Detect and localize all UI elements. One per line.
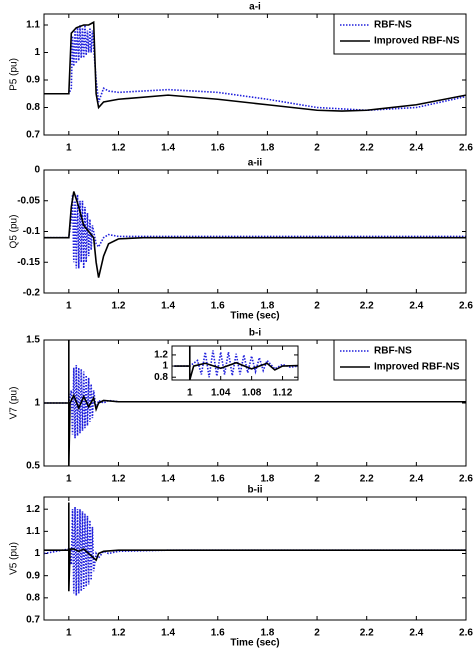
x-tick-label: 1.2 (112, 143, 126, 154)
x-tick-label: 1.4 (161, 474, 175, 485)
y-axis-label: V5 (pu) (9, 542, 20, 575)
x-tick-label: 1.08 (242, 388, 262, 399)
legend-label: RBF-NS (374, 20, 412, 31)
x-tick-label: 2 (314, 143, 320, 154)
panel-title: a-ii (248, 158, 263, 169)
series-line (44, 24, 466, 112)
plot-area (44, 170, 466, 293)
x-tick-label: 2.4 (409, 143, 423, 154)
series-line (174, 350, 298, 378)
series-line (174, 346, 298, 380)
x-tick-label: 1.6 (211, 301, 225, 312)
series-line (44, 502, 466, 592)
y-tick-label: -0.1 (23, 226, 41, 237)
x-axis-label: Time (sec) (230, 638, 279, 649)
y-tick-label: 1 (34, 398, 40, 409)
x-tick-label: 1.4 (161, 301, 175, 312)
x-tick-label: 1.2 (112, 301, 126, 312)
y-tick-label: -0.05 (17, 195, 40, 206)
y-tick-label: -0.2 (23, 288, 41, 299)
x-tick-label: 1.6 (211, 474, 225, 485)
x-tick-label: 2.4 (409, 628, 423, 639)
legend-box (333, 13, 467, 55)
legend-box (333, 339, 467, 381)
x-tick-label: 1 (66, 474, 72, 485)
x-tick-label: 2.2 (360, 301, 374, 312)
x-tick-label: 1.8 (260, 474, 274, 485)
y-axis-label: V7 (pu) (9, 387, 20, 420)
y-tick-label: 1 (34, 47, 40, 58)
x-tick-label: 2.4 (409, 474, 423, 485)
y-tick-label: 0.9 (26, 570, 40, 581)
y-tick-label: 0.7 (26, 130, 40, 141)
y-tick-label: 0.8 (154, 372, 168, 383)
x-tick-label: 2.6 (459, 143, 473, 154)
x-tick-label: 1 (66, 143, 72, 154)
x-tick-label: 1.2 (112, 628, 126, 639)
x-tick-label: 1.6 (211, 143, 225, 154)
x-axis-label: Time (sec) (230, 311, 279, 322)
x-tick-label: 1 (187, 388, 193, 399)
inset: 1 1.04 1.08 1.120.811.2 (154, 345, 299, 399)
y-tick-label: 1.5 (26, 335, 40, 346)
x-tick-label: 2.2 (360, 474, 374, 485)
x-tick-label: 2 (314, 628, 320, 639)
x-tick-label: 1.8 (260, 301, 274, 312)
x-tick-label: 1.4 (161, 143, 175, 154)
series-line (44, 340, 466, 466)
x-tick-label: 1.6 (211, 628, 225, 639)
y-tick-label: 1.2 (154, 350, 168, 361)
x-tick-label: 1.04 (211, 388, 231, 399)
panel-title: a-i (249, 2, 261, 13)
x-tick-label: 2.6 (459, 301, 473, 312)
x-tick-label: 2 (314, 301, 320, 312)
axes-box (43, 339, 467, 467)
y-tick-label: 1.1 (26, 20, 40, 31)
x-tick-label: 1 (66, 628, 72, 639)
y-axis-label: Q5 (pu) (9, 215, 20, 249)
panel: 1 1.2 1.4 1.6 1.8 2 2.2 2.4 2.6 0.7 0.8 0.9 1 1.1 1.2 (26, 496, 473, 639)
x-tick-label: 2.2 (360, 628, 374, 639)
y-tick-label: 0.8 (26, 592, 40, 603)
axes-box (43, 169, 467, 294)
x-tick-label: 2.6 (459, 628, 473, 639)
x-tick-label: 1 (66, 301, 72, 312)
axes-box (43, 13, 467, 136)
y-tick-label: 0.9 (26, 75, 40, 86)
legend-label: RBF-NS (374, 346, 412, 357)
y-tick-label: 0.5 (26, 461, 40, 472)
x-tick-label: 1.8 (260, 143, 274, 154)
series-line (44, 194, 466, 269)
y-tick-label: 0 (34, 165, 40, 176)
legend-label: Improved RBF-NS (374, 36, 460, 47)
panel-title: b-ii (248, 485, 263, 496)
axes-box (43, 496, 467, 621)
x-tick-label: 2.6 (459, 474, 473, 485)
x-tick-label: 2.4 (409, 301, 423, 312)
panel: 1 1.2 1.4 1.6 1.8 2 2.2 2.4 2.6 -0.2 -0.15 -0.1 -0.0… (17, 165, 473, 312)
y-tick-label: -0.15 (17, 257, 40, 268)
plot-area (44, 497, 466, 620)
series-line (44, 191, 466, 278)
x-tick-label: 2 (314, 474, 320, 485)
x-tick-label: 1.4 (161, 628, 175, 639)
x-tick-label: 1.8 (260, 628, 274, 639)
y-tick-label: 0.7 (26, 615, 40, 626)
y-tick-label: 1 (34, 548, 40, 559)
axes-box (171, 345, 299, 381)
legend-label: Improved RBF-NS (374, 362, 460, 373)
x-tick-label: 1.2 (112, 474, 126, 485)
y-tick-label: 1.1 (26, 526, 40, 537)
y-tick-label: 0.8 (26, 102, 40, 113)
y-tick-label: 1 (162, 361, 168, 372)
x-tick-label: 2.2 (360, 143, 374, 154)
panel-title: b-i (249, 328, 261, 339)
y-axis-label: P5 (pu) (9, 58, 20, 91)
series-line (44, 20, 466, 112)
y-tick-label: 1.2 (26, 504, 40, 515)
x-tick-label: 1.12 (273, 388, 293, 399)
